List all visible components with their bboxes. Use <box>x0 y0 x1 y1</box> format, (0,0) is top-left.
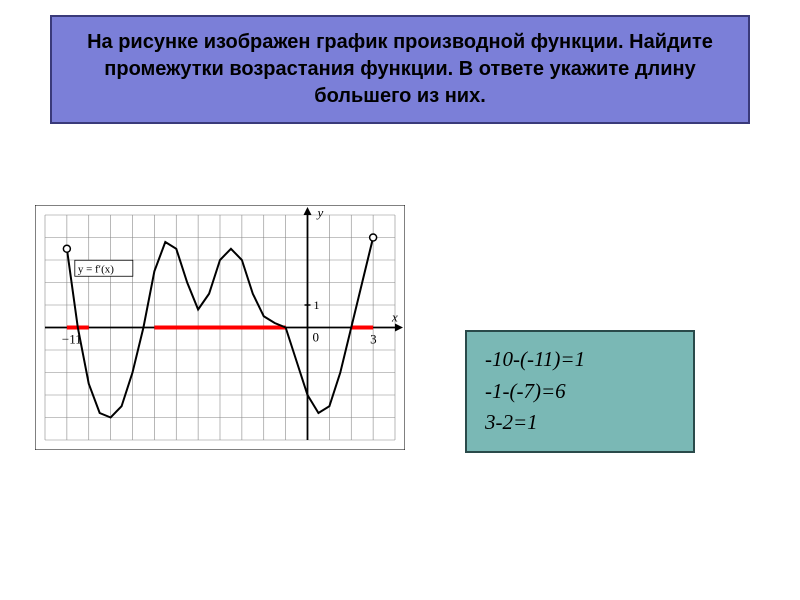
svg-text:3: 3 <box>370 332 377 347</box>
task-text: На рисунке изображен график производной … <box>72 29 728 110</box>
svg-text:y = f′(x): y = f′(x) <box>78 263 114 275</box>
answer-line-1: -10-(-11)=1 <box>485 344 675 376</box>
svg-text:−11: −11 <box>62 332 82 347</box>
answer-box: -10-(-11)=1 -1-(-7)=6 3-2=1 <box>465 330 695 453</box>
answer-line-2: -1-(-7)=6 <box>485 376 675 408</box>
svg-text:x: x <box>391 310 398 325</box>
derivative-chart: y = f′(x) −11 3 1 0 y x <box>35 205 405 450</box>
svg-text:1: 1 <box>314 298 320 312</box>
task-box: На рисунке изображен график производной … <box>50 15 750 124</box>
svg-text:0: 0 <box>313 330 320 345</box>
answer-line-3: 3-2=1 <box>485 407 675 439</box>
svg-text:y: y <box>316 205 324 220</box>
